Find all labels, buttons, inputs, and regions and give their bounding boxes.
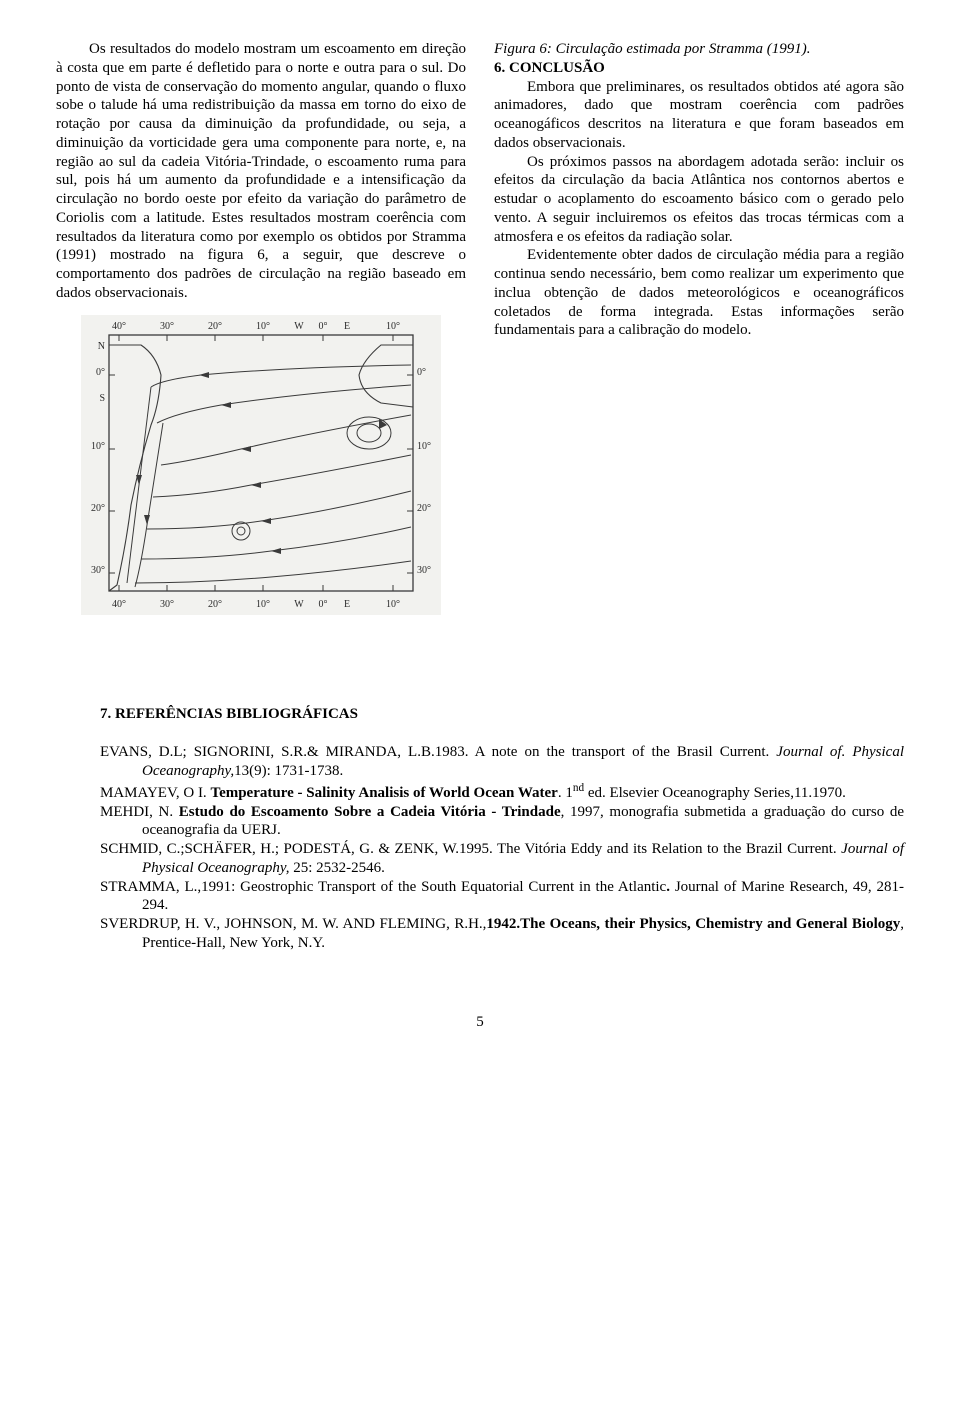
references-list: EVANS, D.L; SIGNORINI, S.R.& MIRANDA, L.… <box>100 743 904 952</box>
svg-text:10°: 10° <box>91 441 105 452</box>
left-column: Os resultados do modelo mostram um escoa… <box>56 40 466 615</box>
svg-text:0°: 0° <box>417 367 426 378</box>
conclusion-p1: Embora que preliminares, os resultados o… <box>494 78 904 153</box>
svg-text:20°: 20° <box>208 599 222 610</box>
figure-6: 40° 30° 20° 10° W 0° E 10° 40° 30° 20° 1… <box>81 315 441 615</box>
svg-text:S: S <box>99 393 105 404</box>
svg-text:40°: 40° <box>112 599 126 610</box>
svg-text:20°: 20° <box>417 503 431 514</box>
svg-text:30°: 30° <box>160 321 174 332</box>
section-6-heading: 6. CONCLUSÃO <box>494 60 605 76</box>
svg-text:W: W <box>294 321 304 332</box>
svg-text:E: E <box>344 599 350 610</box>
svg-text:10°: 10° <box>386 321 400 332</box>
svg-text:10°: 10° <box>256 599 270 610</box>
reference-item: MEHDI, N. Estudo do Escoamento Sobre a C… <box>100 803 904 841</box>
svg-text:10°: 10° <box>417 441 431 452</box>
reference-item: EVANS, D.L; SIGNORINI, S.R.& MIRANDA, L.… <box>100 743 904 781</box>
reference-item: SCHMID, C.;SCHÄFER, H.; PODESTÁ, G. & ZE… <box>100 840 904 878</box>
left-paragraph: Os resultados do modelo mostram um escoa… <box>56 40 466 303</box>
reference-item: SVERDRUP, H. V., JOHNSON, M. W. AND FLEM… <box>100 915 904 953</box>
svg-text:10°: 10° <box>256 321 270 332</box>
references-heading: 7. REFERÊNCIAS BIBLIOGRÁFICAS <box>100 705 904 724</box>
right-column: Figura 6: Circulação estimada por Stramm… <box>494 40 904 615</box>
svg-text:30°: 30° <box>160 599 174 610</box>
svg-text:N: N <box>98 341 105 352</box>
svg-text:20°: 20° <box>208 321 222 332</box>
reference-item: MAMAYEV, O I. Temperature - Salinity Ana… <box>100 781 904 803</box>
svg-text:20°: 20° <box>91 503 105 514</box>
svg-text:0°: 0° <box>319 599 328 610</box>
reference-item: STRAMMA, L.,1991: Geostrophic Transport … <box>100 878 904 916</box>
figure-caption: Figura 6: Circulação estimada por Stramm… <box>494 40 904 59</box>
svg-text:0°: 0° <box>96 367 105 378</box>
page-number: 5 <box>56 1013 904 1032</box>
svg-text:30°: 30° <box>91 565 105 576</box>
svg-text:10°: 10° <box>386 599 400 610</box>
references-section: 7. REFERÊNCIAS BIBLIOGRÁFICAS EVANS, D.L… <box>56 705 904 953</box>
svg-text:30°: 30° <box>417 565 431 576</box>
conclusion-p2: Os próximos passos na abordagem adotada … <box>494 153 904 247</box>
section-6: 6. CONCLUSÃO <box>494 59 904 78</box>
conclusion-p3: Evidentemente obter dados de circulação … <box>494 246 904 340</box>
svg-text:W: W <box>294 599 304 610</box>
svg-text:40°: 40° <box>112 321 126 332</box>
svg-text:0°: 0° <box>319 321 328 332</box>
svg-text:E: E <box>344 321 350 332</box>
